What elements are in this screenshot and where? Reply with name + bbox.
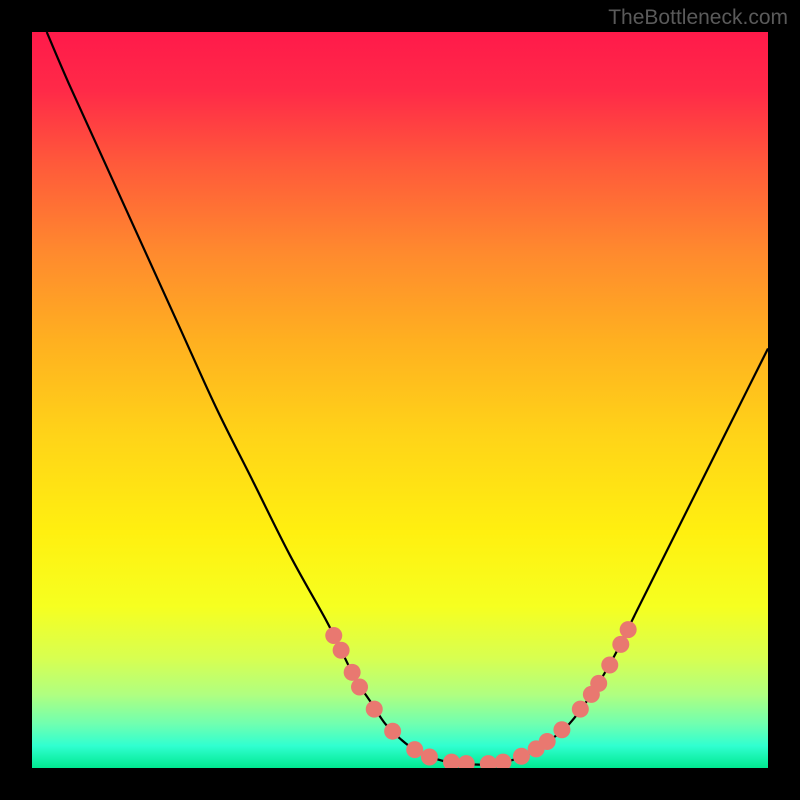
- data-marker: [513, 748, 530, 765]
- data-marker: [590, 675, 607, 692]
- data-marker: [333, 642, 350, 659]
- data-marker: [495, 754, 512, 768]
- data-marker: [443, 754, 460, 768]
- data-marker: [344, 664, 361, 681]
- data-marker: [458, 755, 475, 768]
- data-marker: [421, 748, 438, 765]
- data-marker: [480, 755, 497, 768]
- data-marker: [406, 741, 423, 758]
- curve-line: [47, 32, 768, 765]
- data-marker: [384, 723, 401, 740]
- data-marker: [572, 701, 589, 718]
- marker-group: [325, 621, 636, 768]
- data-marker: [366, 701, 383, 718]
- data-marker: [612, 636, 629, 653]
- data-marker: [620, 621, 637, 638]
- plot-area: [32, 32, 768, 768]
- data-marker: [601, 656, 618, 673]
- data-marker: [539, 733, 556, 750]
- data-marker: [351, 679, 368, 696]
- data-marker: [553, 721, 570, 738]
- watermark-text: TheBottleneck.com: [608, 6, 788, 30]
- bottleneck-curve: [32, 32, 768, 768]
- data-marker: [325, 627, 342, 644]
